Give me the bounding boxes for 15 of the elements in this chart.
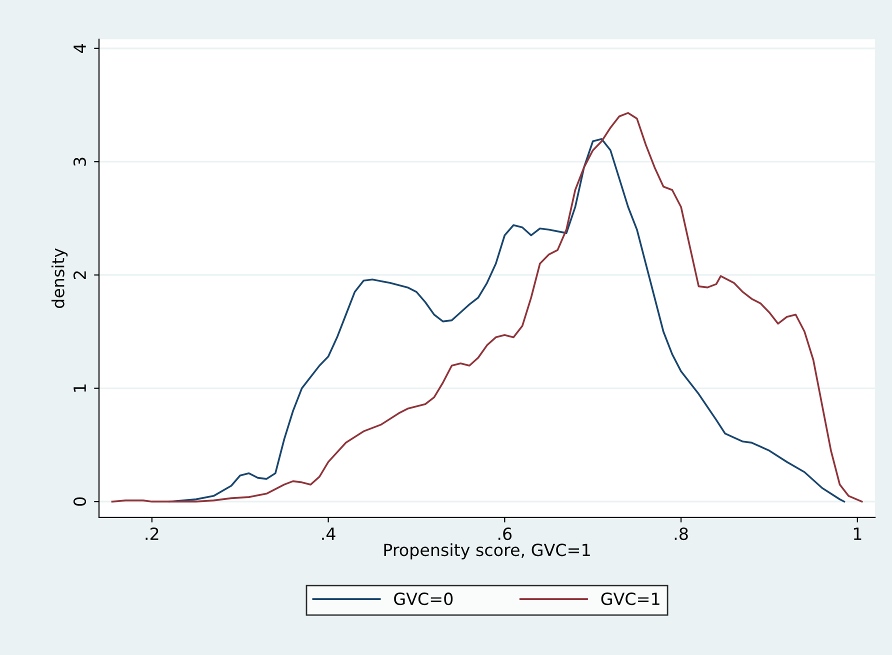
y-tick-label: 2 — [73, 271, 86, 280]
y-tick-label: 3 — [73, 158, 86, 166]
line-series — [111, 112, 863, 502]
y-tick-label: 4 — [74, 44, 86, 53]
legend-label: GVC=0 — [394, 592, 453, 606]
x-tick-label: .4 — [322, 528, 336, 540]
x-tick-label: .6 — [498, 527, 512, 540]
legend-label: GVC=1 — [601, 592, 660, 606]
x-tick-label: 1 — [854, 528, 862, 540]
x-axis-title: Propensity score, GVC=1 — [384, 543, 590, 560]
y-tick-label: 0 — [73, 497, 86, 506]
y-axis-title: density — [51, 248, 68, 308]
x-tick-label: .8 — [674, 527, 688, 540]
x-tick-label: .2 — [146, 527, 158, 540]
y-tick-label: 1 — [74, 384, 86, 392]
